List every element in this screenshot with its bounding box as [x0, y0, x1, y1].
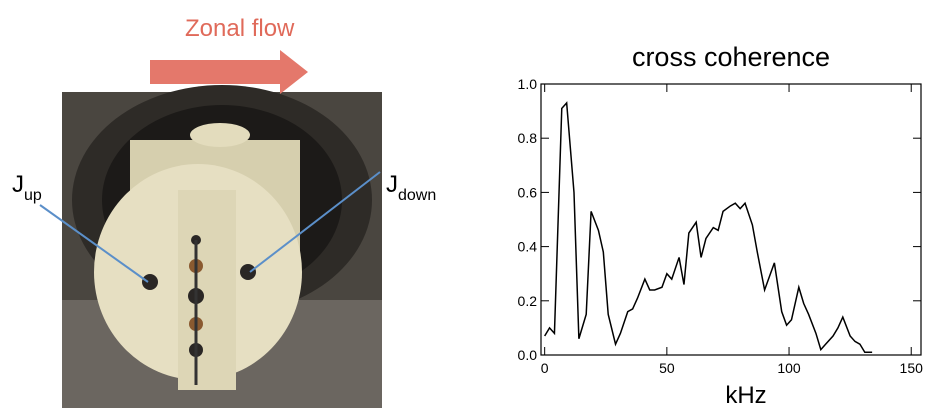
probe-label: Jup	[12, 171, 42, 204]
probe-photo	[62, 85, 382, 408]
pointer-line	[249, 171, 381, 273]
y-tick-label: 0.0	[518, 347, 538, 363]
probe-ridge	[178, 190, 236, 390]
label-main: J	[12, 171, 24, 198]
pointer-line	[39, 204, 149, 283]
chart: cross coherence kHz 0.0 0.2 0.4 0.6 0.8 1.0 0 5…	[518, 42, 924, 408]
chart-title: cross coherence	[632, 42, 830, 72]
x-tick-label: 100	[777, 360, 801, 376]
x-tick-label: 50	[659, 360, 675, 376]
label-sub: up	[24, 187, 42, 204]
pin-hole	[240, 264, 256, 280]
y-tick-label: 1.0	[518, 76, 538, 92]
x-axis-label: kHz	[725, 382, 766, 408]
flow-label: Zonal flow	[185, 15, 295, 42]
y-tick-label: 0.6	[518, 184, 538, 200]
probe-label: Jdown	[386, 171, 436, 204]
x-tick-label: 0	[541, 360, 549, 376]
data-line	[544, 101, 873, 354]
y-tick-label: 0.4	[518, 239, 538, 255]
y-tick-label: 0.2	[518, 293, 538, 309]
label-sub: down	[398, 187, 436, 204]
pin-hole	[142, 274, 158, 290]
flow-arrow	[150, 50, 308, 94]
x-tick-label: 150	[900, 360, 924, 376]
y-tick-label: 0.8	[518, 130, 538, 146]
probe-tip	[190, 123, 250, 147]
plot-frame	[540, 83, 922, 356]
label-main: J	[386, 171, 398, 198]
